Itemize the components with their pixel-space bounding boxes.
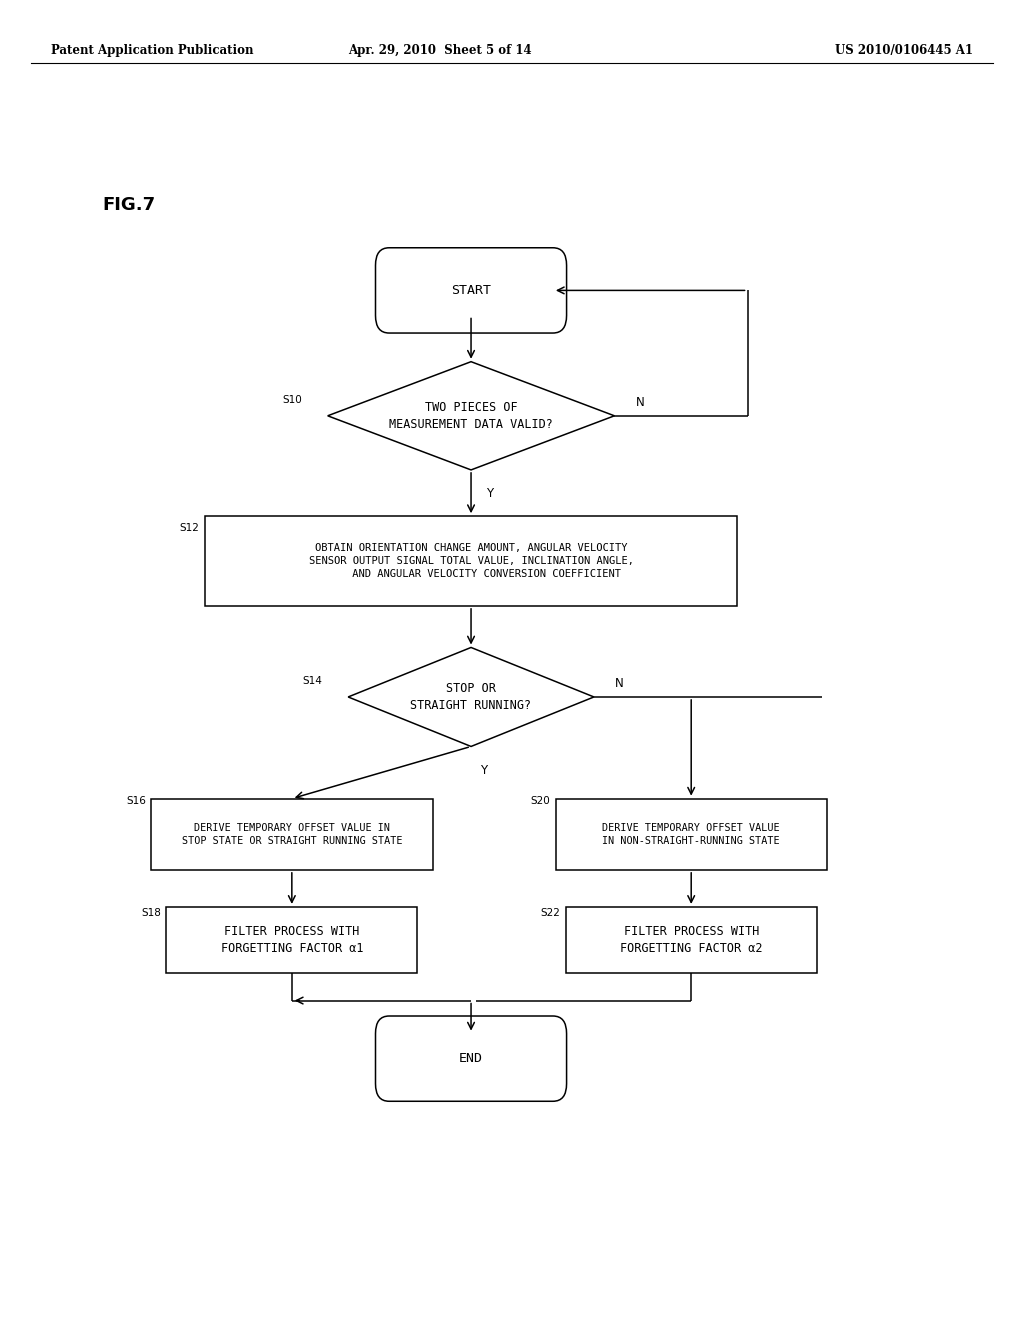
Text: DERIVE TEMPORARY OFFSET VALUE
IN NON-STRAIGHT-RUNNING STATE: DERIVE TEMPORARY OFFSET VALUE IN NON-STR… bbox=[602, 822, 780, 846]
Text: FILTER PROCESS WITH
FORGETTING FACTOR α2: FILTER PROCESS WITH FORGETTING FACTOR α2 bbox=[620, 925, 763, 954]
Text: FIG.7: FIG.7 bbox=[102, 195, 156, 214]
Polygon shape bbox=[328, 362, 614, 470]
Text: END: END bbox=[459, 1052, 483, 1065]
Text: STOP OR
STRAIGHT RUNNING?: STOP OR STRAIGHT RUNNING? bbox=[411, 682, 531, 711]
Text: S10: S10 bbox=[283, 395, 302, 405]
Text: N: N bbox=[636, 396, 644, 409]
Text: Patent Application Publication: Patent Application Publication bbox=[51, 44, 254, 57]
Text: S20: S20 bbox=[530, 796, 551, 807]
Text: TWO PIECES OF
MEASUREMENT DATA VALID?: TWO PIECES OF MEASUREMENT DATA VALID? bbox=[389, 401, 553, 430]
Bar bbox=[151, 799, 432, 870]
Bar bbox=[565, 907, 817, 973]
Text: START: START bbox=[451, 284, 492, 297]
Text: Apr. 29, 2010  Sheet 5 of 14: Apr. 29, 2010 Sheet 5 of 14 bbox=[348, 44, 532, 57]
Text: US 2010/0106445 A1: US 2010/0106445 A1 bbox=[835, 44, 973, 57]
Text: Y: Y bbox=[486, 487, 493, 499]
Text: S14: S14 bbox=[303, 676, 323, 686]
Text: S22: S22 bbox=[541, 908, 561, 919]
Text: S12: S12 bbox=[180, 523, 200, 533]
Text: DERIVE TEMPORARY OFFSET VALUE IN
STOP STATE OR STRAIGHT RUNNING STATE: DERIVE TEMPORARY OFFSET VALUE IN STOP ST… bbox=[181, 822, 402, 846]
Bar bbox=[205, 516, 737, 606]
Polygon shape bbox=[348, 648, 594, 747]
Text: N: N bbox=[615, 677, 624, 690]
Text: Y: Y bbox=[480, 764, 486, 776]
Text: FILTER PROCESS WITH
FORGETTING FACTOR α1: FILTER PROCESS WITH FORGETTING FACTOR α1 bbox=[220, 925, 364, 954]
Text: S16: S16 bbox=[126, 796, 145, 807]
Text: OBTAIN ORIENTATION CHANGE AMOUNT, ANGULAR VELOCITY
SENSOR OUTPUT SIGNAL TOTAL VA: OBTAIN ORIENTATION CHANGE AMOUNT, ANGULA… bbox=[308, 543, 634, 579]
Bar bbox=[555, 799, 827, 870]
Bar bbox=[166, 907, 418, 973]
FancyBboxPatch shape bbox=[376, 1016, 566, 1101]
Text: S18: S18 bbox=[141, 908, 161, 919]
FancyBboxPatch shape bbox=[376, 248, 566, 333]
